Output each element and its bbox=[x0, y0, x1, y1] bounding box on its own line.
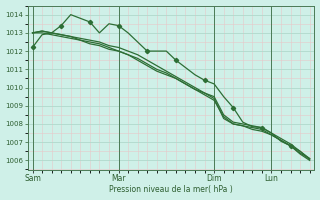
X-axis label: Pression niveau de la mer( hPa ): Pression niveau de la mer( hPa ) bbox=[109, 185, 233, 194]
